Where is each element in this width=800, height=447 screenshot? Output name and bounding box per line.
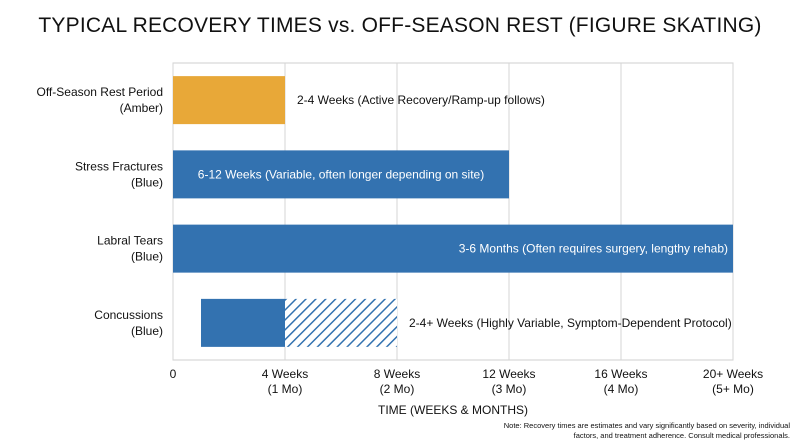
tick-label: 4 Weeks [262, 367, 308, 381]
labels: Off-Season Rest Period (Amber) 2-4 Weeks (… [36, 85, 731, 338]
category-label: Off-Season Rest Period [36, 85, 163, 99]
bars [173, 76, 733, 347]
bar-annotation: 3-6 Months (Often requires surgery, leng… [459, 242, 728, 256]
tick-sublabel: (5+ Mo) [712, 382, 754, 396]
footnote: Note: Recovery times are estimates and v… [503, 421, 790, 440]
bar-annotation: 2-4 Weeks (Active Recovery/Ramp-up follo… [297, 93, 545, 107]
category-label: Labral Tears [97, 234, 163, 248]
category-label: Concussions [94, 308, 163, 322]
tick-sublabel: (2 Mo) [380, 382, 415, 396]
x-axis-title: TIME (WEEKS & MONTHS) [378, 403, 528, 417]
category-label: Stress Fractures [75, 159, 163, 173]
tick-label: 8 Weeks [374, 367, 420, 381]
tick-label: 20+ Weeks [703, 367, 763, 381]
category-tag: (Blue) [131, 175, 163, 189]
chart-title: TYPICAL RECOVERY TIMES vs. OFF-SEASON RE… [38, 14, 762, 37]
tick-sublabel: (1 Mo) [268, 382, 303, 396]
bar-hatched-extension [285, 298, 397, 347]
bar [173, 224, 733, 273]
bar [173, 76, 285, 125]
bar-annotation: 2-4+ Weeks (Highly Variable, Symptom-Dep… [409, 316, 732, 330]
tick-label: 0 [170, 367, 177, 381]
bar [173, 150, 509, 199]
category-tag: (Blue) [131, 324, 163, 338]
tick-label: 12 Weeks [482, 367, 535, 381]
x-axis: 0 4 Weeks(1 Mo) 8 Weeks(2 Mo) 12 Weeks(3 Mo… [170, 367, 763, 417]
tick-sublabel: (3 Mo) [492, 382, 527, 396]
tick-label: 16 Weeks [594, 367, 647, 381]
bar-annotation: 6-12 Weeks (Variable, often longer depen… [198, 167, 484, 181]
tick-sublabel: (4 Mo) [604, 382, 639, 396]
bar [201, 298, 285, 347]
category-tag: (Amber) [120, 101, 163, 115]
category-tag: (Blue) [131, 250, 163, 264]
